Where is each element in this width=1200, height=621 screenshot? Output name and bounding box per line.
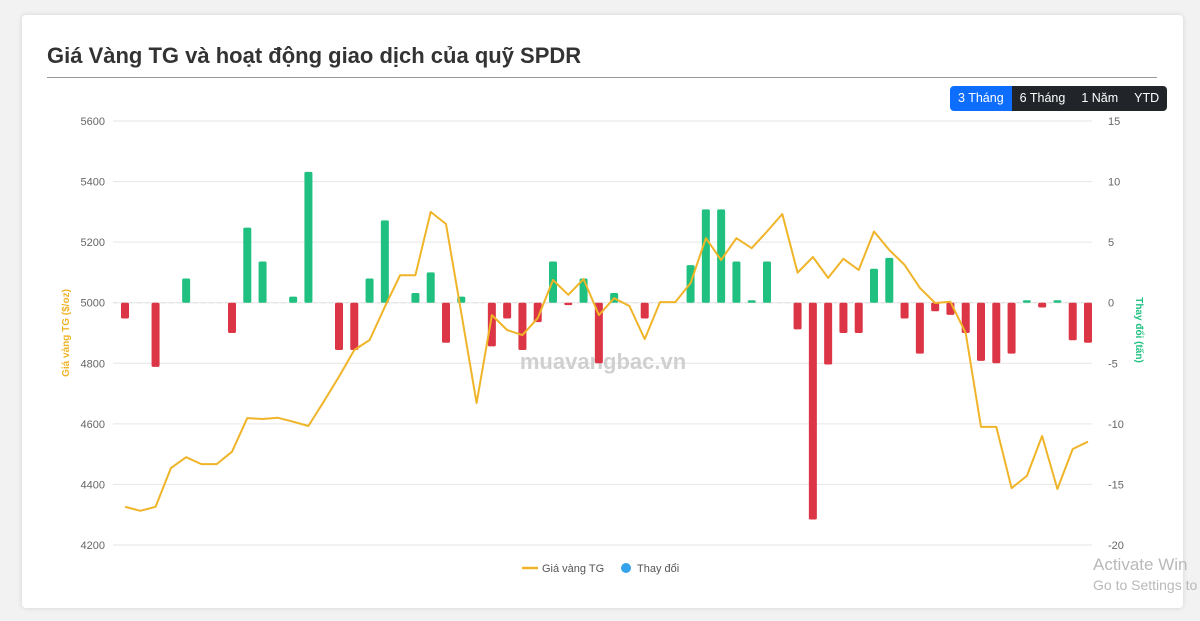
site-watermark: muavangbac.vn	[520, 349, 686, 374]
change-bar	[289, 296, 298, 303]
left-axis-tick-label: 5400	[81, 177, 105, 189]
change-bar	[1022, 300, 1031, 303]
right-axis-tick-label: 15	[1108, 116, 1120, 128]
left-axis-tick-label: 5000	[81, 298, 105, 310]
change-bar	[701, 209, 710, 303]
change-bar	[350, 302, 359, 350]
os-activation-watermark: Activate Win	[1093, 555, 1188, 574]
change-bar	[564, 302, 573, 306]
range-3-months-button[interactable]: 3 Tháng	[950, 86, 1012, 111]
change-bar	[182, 278, 191, 303]
right-axis-tick-label: 0	[1108, 298, 1114, 310]
left-axis-tick-label: 4800	[81, 358, 105, 370]
change-bar	[1053, 300, 1062, 303]
change-bar	[870, 268, 878, 303]
change-bar	[426, 272, 435, 303]
right-axis-title: Thay đổi (tấn)	[1133, 297, 1145, 363]
change-bar	[931, 302, 940, 312]
right-axis-tick-label: -15	[1108, 479, 1124, 491]
change-bar	[732, 261, 741, 303]
change-bar	[808, 302, 817, 520]
change-bar	[151, 302, 160, 367]
legend-change-dot-icon	[621, 563, 631, 573]
change-bar	[717, 209, 726, 303]
change-bar	[1068, 302, 1077, 341]
right-axis-tick-label: 5	[1108, 237, 1114, 249]
right-axis-tick-label: -5	[1108, 358, 1118, 370]
change-bar	[640, 302, 649, 319]
right-axis-tick-label: -20	[1108, 540, 1124, 552]
gold-price-line	[124, 210, 1089, 512]
chart-title: Giá Vàng TG và hoạt động giao dịch của q…	[47, 43, 582, 68]
change-bar	[121, 302, 129, 319]
change-bar	[243, 227, 252, 303]
change-bar	[487, 302, 496, 347]
change-bar	[915, 302, 924, 354]
change-bar	[1084, 302, 1092, 343]
range-ytd-button[interactable]: YTD	[1126, 86, 1168, 111]
title-divider	[47, 77, 1157, 78]
change-bar	[1038, 302, 1047, 308]
change-bar	[961, 302, 970, 333]
range-button-group: 3 Tháng 6 Tháng 1 Năm YTD	[950, 86, 1168, 111]
change-bar	[824, 302, 833, 365]
change-bar	[594, 302, 603, 364]
os-activation-hint: Go to Settings to	[1093, 577, 1198, 593]
left-axis-tick-label: 4400	[81, 479, 105, 491]
change-bar	[228, 302, 236, 333]
left-axis-tick-label: 4200	[81, 540, 105, 552]
change-bar	[839, 302, 848, 333]
change-bar	[335, 302, 343, 350]
left-axis-tick-label: 4600	[81, 419, 105, 431]
chart-card: Giá Vàng TG và hoạt động giao dịch của q…	[22, 15, 1183, 608]
change-bar	[518, 302, 527, 350]
change-bar	[442, 302, 450, 343]
change-bar	[1007, 302, 1016, 354]
change-bar	[533, 302, 542, 323]
change-bar	[304, 171, 313, 303]
left-axis-tick-label: 5600	[81, 116, 105, 128]
change-bar	[885, 257, 894, 303]
change-bar	[365, 278, 374, 303]
change-bar	[258, 261, 267, 303]
change-bar	[854, 302, 863, 333]
range-6-months-button[interactable]: 6 Tháng	[1011, 86, 1074, 111]
right-axis-tick-label: 10	[1108, 177, 1120, 189]
legend-change-label: Thay đổi	[637, 563, 679, 575]
change-bar	[900, 302, 909, 319]
left-axis-tick-label: 5200	[81, 237, 105, 249]
change-bar	[793, 302, 802, 330]
change-bar	[992, 302, 1001, 364]
change-bar	[747, 300, 756, 303]
change-bar	[763, 261, 771, 303]
left-axis-title: Giá vàng TG ($/oz)	[61, 289, 72, 377]
right-axis-tick-label: -10	[1108, 419, 1124, 431]
change-bar	[503, 302, 512, 319]
range-1-year-button[interactable]: 1 Năm	[1073, 86, 1127, 111]
change-bar	[411, 293, 420, 303]
change-bar	[977, 302, 985, 361]
change-bar	[380, 220, 389, 303]
legend-gold-label: Giá vàng TG	[542, 563, 604, 575]
